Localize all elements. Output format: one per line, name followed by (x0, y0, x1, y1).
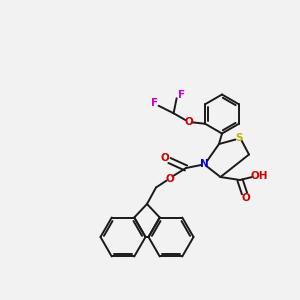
Text: O: O (242, 193, 250, 203)
Text: N: N (200, 158, 208, 169)
Text: O: O (184, 117, 193, 127)
Text: F: F (178, 90, 185, 100)
Text: S: S (235, 133, 242, 143)
Text: O: O (160, 152, 169, 163)
Text: OH: OH (251, 170, 268, 181)
Text: F: F (151, 98, 158, 108)
Text: O: O (165, 173, 174, 184)
